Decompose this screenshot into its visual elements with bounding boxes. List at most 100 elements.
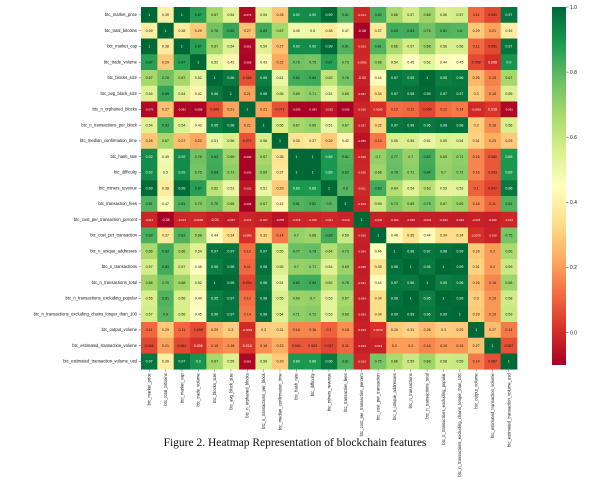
cell-value-label: 0.46 [375,249,382,253]
cell-value-label: 0.98 [260,297,267,301]
cell-value-label: 0.65 [227,202,234,206]
cell-value-label: 1 [393,249,395,253]
heatmap-cell [271,337,289,354]
cell-value-label: 0.56 [260,139,267,143]
cell-value-label: 0.21 [227,108,234,112]
heatmap-cell [206,54,224,71]
heatmap-cell [337,243,354,260]
heatmap-cell [157,164,174,181]
x-tick-label: btc_estimated_transaction_volume [490,373,495,438]
cell-value-label: 1 [508,360,510,364]
heatmap-cell [141,70,158,87]
cell-value-label: -0.093 [292,108,301,112]
heatmap-cell [141,353,158,370]
heatmap-cell [255,117,273,134]
cell-value-label: 0.51 [227,186,234,190]
cell-value-label: 0.56 [146,297,153,301]
heatmap-cell [402,133,420,150]
cell-value-label: 0.51 [276,281,283,285]
cell-value-label: 0.051 [488,13,497,17]
heatmap-cell [304,85,322,102]
heatmap-cell [271,70,289,87]
cell-value-label: 0.54 [227,13,234,17]
heatmap-cell [206,322,224,339]
cell-value-label: 0.0085 [374,108,383,112]
cell-value-label: 0.67 [342,123,349,127]
cell-value-label: 0.34 [440,234,447,238]
heatmap-cell [271,180,289,197]
cell-value-label: 0.71 [227,171,234,175]
cell-value-label: -0.016 [358,108,367,112]
x-tick-label: btc_difficulty [310,372,315,396]
cell-value-label: 0.55 [407,139,414,143]
cell-value-label: 0.57 [407,45,414,49]
cell-value-label: 0.66 [391,45,398,49]
heatmap-cell [239,353,256,370]
cell-value-label: 0.67 [293,123,300,127]
cell-value-label: 0.55 [505,92,512,96]
cell-value-label: -0.036 [358,265,367,269]
heatmap-cell [157,259,174,276]
cell-value-label: 0.16 [309,328,316,332]
cell-value-label: 0.018 [488,108,497,112]
cell-value-label: 0.76 [211,29,218,33]
heatmap-cell [418,54,436,71]
heatmap-cell [255,259,273,276]
cell-value-label: 0.11 [473,45,480,49]
y-tick-label: btc_cost_per_transaction_percent [74,217,138,222]
heatmap-cell [190,180,207,197]
heatmap-cell [500,337,518,354]
cell-value-label: 0.98 [260,312,267,316]
x-tick-label: btc_n_transactions_total [425,373,430,418]
heatmap-cell [369,148,387,165]
heatmap-cell [255,148,273,165]
cell-value-label: 1 [230,92,232,96]
heatmap-cell [320,196,338,213]
cell-value-label: 0.83 [211,155,218,159]
cell-value-label: 1 [475,328,477,332]
cell-value-label: 0.89 [309,360,316,364]
heatmap-cell [288,148,305,165]
cell-value-label: -0.031 [423,218,432,222]
cell-value-label: 0.54 [260,13,267,17]
heatmap-cell [451,22,469,39]
cell-value-label: 0.71 [309,92,316,96]
cell-value-label: 0.45 [407,60,414,64]
heatmap-cell [418,180,436,197]
heatmap-cell [484,196,501,213]
cell-value-label: 0.98 [227,123,234,127]
heatmap-cell [222,322,240,339]
heatmap-cell [157,211,174,228]
cell-value-label: 0.67 [211,13,218,17]
heatmap-cell [353,180,371,197]
heatmap-cell [369,22,387,39]
cell-value-label: 1 [492,344,494,348]
cell-value-label: 0.59 [407,360,414,364]
heatmap-cell [141,196,158,213]
cell-value-label: 0.89 [293,360,300,364]
x-tick-label: btc_cost_per_transaction [375,373,380,420]
cell-value-label: 0.75 [375,360,382,364]
cell-value-label: -0.03 [358,76,366,80]
cell-value-label: 0.29 [326,139,333,143]
heatmap-cell [206,38,224,55]
cell-value-label: 0.84 [309,76,316,80]
cell-value-label: 1 [410,265,412,269]
cell-value-label: 0.29 [391,328,398,332]
heatmap-cell [271,290,289,307]
cell-value-label: 0.35 [276,155,283,159]
heatmap-cell [451,85,469,102]
heatmap-cell [369,274,387,291]
heatmap-cell [451,196,469,213]
heatmap-cell [288,54,305,71]
cell-value-label: 0.83 [162,249,169,253]
cell-value-label: 0.76 [424,29,431,33]
heatmap-cell [206,180,224,197]
cell-value-label: 0.54 [326,265,333,269]
heatmap-cell [435,322,452,339]
cell-value-label: 0.99 [326,45,333,49]
heatmap-cell [288,38,305,55]
cell-value-label: 0.67 [440,202,447,206]
cell-value-label: -0.0063 [242,328,252,332]
cell-value-label: 0.32 [375,123,382,127]
